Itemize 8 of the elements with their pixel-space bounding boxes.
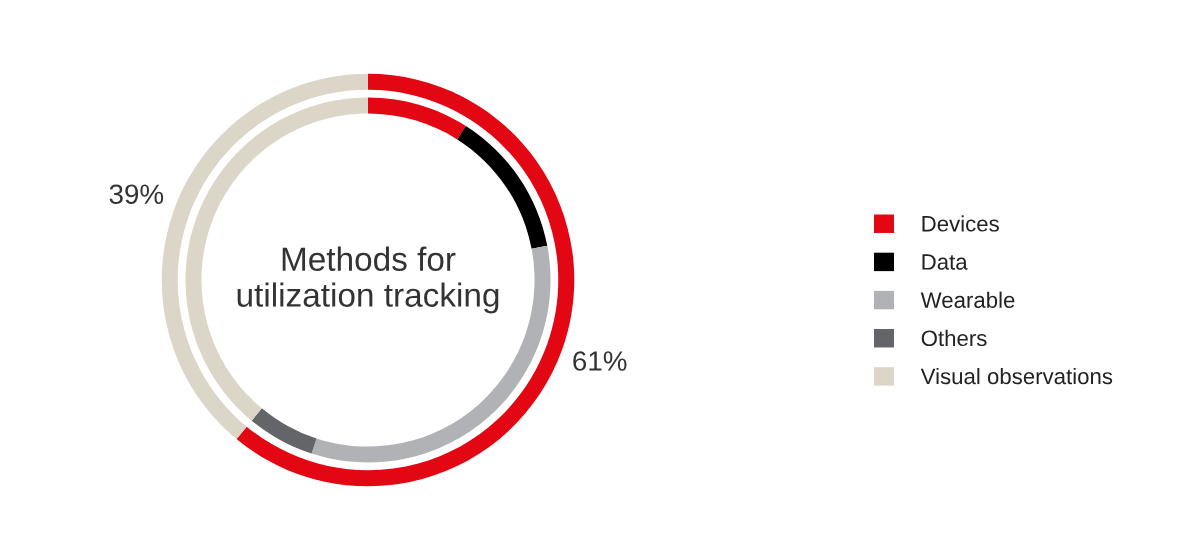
legend-label: Devices <box>922 215 999 232</box>
data-label: 39% <box>109 184 164 205</box>
legend-label: Wearable <box>920 291 1015 308</box>
data-label: 61% <box>573 351 627 371</box>
legend-label: Others <box>921 329 987 347</box>
legend-label: Data <box>922 254 968 270</box>
text: Methods for utilization tracking <box>237 246 499 314</box>
legend-label: Visual observations <box>920 367 1113 385</box>
